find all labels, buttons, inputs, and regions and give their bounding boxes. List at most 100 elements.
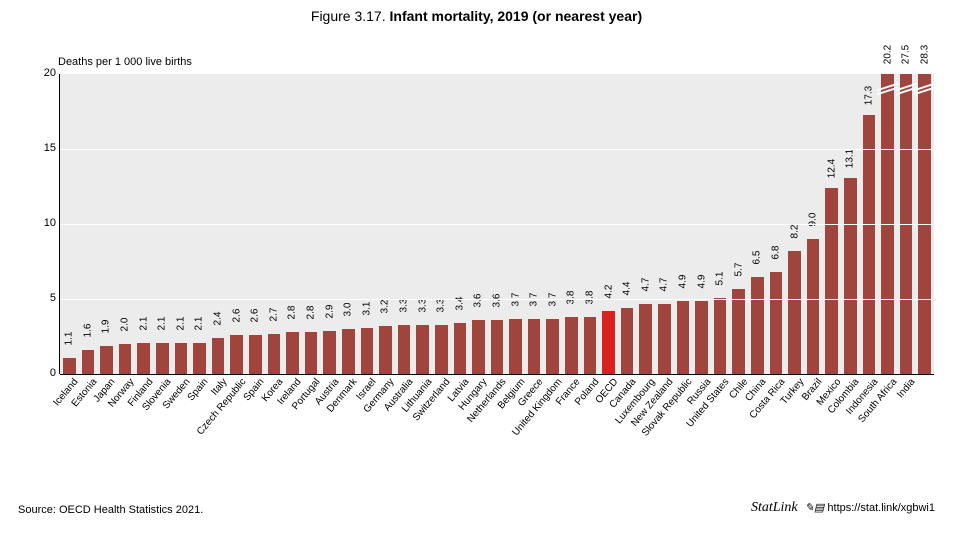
bar-value-label: 2.1 [175,316,186,330]
bar-value-label: 5.1 [715,271,726,285]
bar-value-label: 5.7 [733,262,744,276]
statlink-icon: ✎▤ [805,502,825,514]
statlink-url: https://stat.link/xgbwi1 [827,502,935,514]
bar-rect [342,329,355,374]
bar-value-label: 3.8 [584,291,595,305]
statlink: StatLink ✎▤ https://stat.link/xgbwi1 [751,500,935,516]
bar-rect [770,272,783,374]
bar-value-label: 3.2 [380,300,391,314]
bar-value-label: 2.6 [231,309,242,323]
bar-value-label: 3.3 [417,298,428,312]
bar-value-label: 13.1 [845,148,856,167]
bar-value-label: 2.8 [287,306,298,320]
y-tick-label: 5 [30,292,56,304]
gridline [60,224,934,225]
statlink-label: StatLink [751,500,798,515]
bar-value-label: 3.3 [436,298,447,312]
y-tick-label: 10 [30,217,56,229]
bar-rect [323,331,336,375]
bar-rect [119,344,132,374]
gridline [60,299,934,300]
bar-value-label: 17.3 [863,85,874,104]
bar-value-label: 2.1 [157,316,168,330]
bar-rect [230,335,243,374]
bar-rect [695,301,708,375]
bar-rect [268,334,281,375]
bar-value-label: 4.4 [622,282,633,296]
bar-rect [844,178,857,375]
bar-value-label: 2.1 [138,316,149,330]
y-tick-label: 15 [30,142,56,154]
page: Figure 3.17. Infant mortality, 2019 (or … [0,0,953,534]
bar-rect [286,332,299,374]
bar-rect [677,301,690,375]
bar-rect [472,320,485,374]
bar-rect [212,338,225,374]
bar-value-label: 4.7 [640,277,651,291]
bar-value-label: 28.3 [919,45,930,64]
bar-value-label: 12.4 [826,159,837,178]
bar-rect [807,239,820,374]
bar-value-label: 20.2 [882,45,893,64]
figure-name: Infant mortality, 2019 (or nearest year) [390,8,643,24]
bar-value-label: 4.2 [603,285,614,299]
source-text: Source: OECD Health Statistics 2021. [18,504,203,516]
bar-rect [546,319,559,375]
bar-rect [361,328,374,375]
bar-value-label: 4.9 [677,274,688,288]
bar-rect [416,325,429,375]
bar-rect [156,343,169,375]
bar-rect [305,332,318,374]
bar-value-label: 3.0 [343,303,354,317]
y-tick-label: 0 [30,367,56,379]
y-axis-label: Deaths per 1 000 live births [58,56,192,68]
bar-rect [398,325,411,375]
bar-value-label: 4.9 [696,274,707,288]
bar-value-label: 3.6 [473,294,484,308]
bar-rect [82,350,95,374]
bar-value-label: 3.8 [566,291,577,305]
bar-value-label: 2.6 [250,309,261,323]
bar-rect [137,343,150,375]
bar-value-label: 1.6 [82,324,93,338]
bar-rect [788,251,801,374]
bar-value-label: 2.8 [306,306,317,320]
bar-value-label: 6.5 [752,250,763,264]
bar-value-label: 3.3 [399,298,410,312]
bar-rect [435,325,448,375]
chart-plot-area: 1.1Iceland1.6Estonia1.9Japan2.0Norway2.1… [60,74,934,374]
bar-rect [584,317,597,374]
bar-rect [509,319,522,375]
bar-rect [714,298,727,375]
bar-rect [602,311,615,374]
bar-rect [528,319,541,375]
bar-rect [379,326,392,374]
bar-value-label: 27.5 [901,45,912,64]
figure-title: Figure 3.17. Infant mortality, 2019 (or … [0,0,953,24]
bar-value-label: 2.4 [213,312,224,326]
bar-rect [491,320,504,374]
bar-value-label: 2.1 [194,316,205,330]
bar-rect [565,317,578,374]
bar-value-label: 2.9 [324,304,335,318]
bar-value-label: 4.7 [659,277,670,291]
bar-rect [193,343,206,375]
bar-rect [175,343,188,375]
bar-rect [100,346,113,375]
bar-break-icon [916,86,933,92]
bar-break-icon [898,86,915,92]
bar-value-label: 2.0 [120,318,131,332]
bar-rect [863,115,876,375]
bar-rect [249,335,262,374]
bar-rect [751,277,764,375]
bar-rect [658,304,671,375]
bar-rect [63,358,76,375]
y-tick-label: 20 [30,67,56,79]
bar-rect [454,323,467,374]
bar-rect [639,304,652,375]
bar-category-label: India [892,374,917,400]
figure-number: Figure 3.17. [311,8,390,24]
bar-rect [621,308,634,374]
bar-value-label: 3.1 [361,301,372,315]
gridline [60,149,934,150]
